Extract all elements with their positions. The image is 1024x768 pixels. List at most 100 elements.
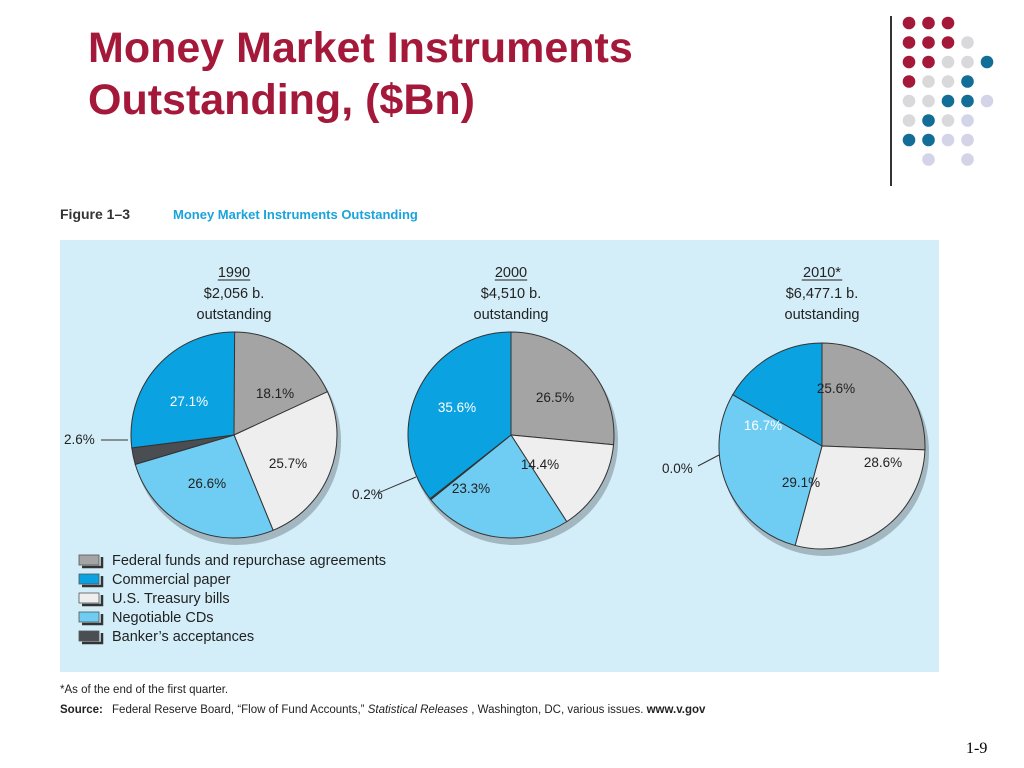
pie-slice (821, 342, 926, 451)
source-text-2: , Washington, DC, various issues. (471, 704, 646, 716)
decorative-dot-grid (902, 16, 994, 166)
slice-leader-line (377, 476, 417, 494)
legend-item: U.S. Treasury bills (78, 591, 230, 607)
legend-label: Federal funds and repurchase agreements (112, 553, 386, 569)
legend-swatch (78, 592, 100, 604)
legend-swatch (78, 573, 100, 585)
decor-dot (922, 114, 935, 127)
slice-label: 25.7% (269, 456, 307, 471)
pie-slice (718, 394, 823, 547)
slice-label: 26.6% (188, 476, 226, 491)
decor-dot (961, 36, 974, 49)
pie-header-year: 2010* (803, 265, 841, 281)
slice-label: 28.6% (864, 455, 902, 470)
pie-chart-2: 2000 $4,510 b. outstanding 26.5% 14.4% 23.3% 0… (352, 265, 618, 545)
chart-legend: Federal funds and repurchase agreements C… (78, 553, 386, 645)
legend-label: Banker’s acceptances (112, 629, 254, 645)
slice-leader-line (697, 454, 720, 467)
decor-dot (961, 75, 974, 88)
legend-item: Federal funds and repurchase agreements (78, 553, 386, 569)
figure-source: Source: Federal Reserve Board, “Flow of … (60, 704, 706, 716)
pie-chart-1: 1990 $2,056 b. outstanding 18.1% 25.7% 26.6% 2… (64, 265, 341, 545)
legend-swatch-shadow (82, 633, 104, 645)
figure-chart: Figure 1–3 Money Market Instruments Outs… (60, 206, 939, 716)
pie-header-total: $6,477.1 b. (786, 286, 859, 302)
pie-header-subtitle: outstanding (197, 307, 272, 323)
pie-header-year: 2000 (495, 265, 527, 281)
decor-dot (922, 94, 935, 108)
legend-item: Commercial paper (78, 572, 231, 588)
slide-title-line-1: Money Market Instruments (88, 24, 633, 72)
figure-label: Figure 1–3 (60, 206, 130, 222)
slide-title: Money Market Instruments Outstanding, ($… (88, 22, 848, 126)
decor-dot (902, 36, 916, 49)
decor-dot (961, 55, 974, 69)
legend-label: Commercial paper (112, 572, 231, 588)
decor-dot (922, 75, 935, 88)
slice-label: 16.7% (744, 418, 782, 433)
decor-dot (902, 94, 916, 108)
decor-dot (941, 94, 955, 108)
slide-number: 1-9 (966, 740, 988, 757)
decor-dot (922, 55, 935, 69)
decor-dot (902, 114, 916, 127)
source-text-1: Federal Reserve Board, “Flow of Fund Acc… (112, 704, 368, 716)
legend-swatch-shadow (82, 557, 104, 569)
pie-slice (510, 434, 615, 523)
legend-item: Negotiable CDs (78, 610, 214, 626)
legend-label: U.S. Treasury bills (112, 591, 230, 607)
pie-header-subtitle: outstanding (474, 307, 549, 323)
pie-slice (233, 391, 338, 531)
legend-swatch-shadow (82, 576, 104, 588)
source-url: www.v.gov (646, 704, 706, 716)
slice-label: 35.6% (438, 400, 476, 415)
decor-dot (961, 133, 974, 147)
title-divider (890, 16, 892, 186)
slice-label: 23.3% (452, 481, 490, 496)
slice-label: 27.1% (170, 394, 208, 409)
pie-slice (134, 434, 274, 539)
pie-header-year: 1990 (218, 265, 250, 281)
decor-dot (961, 114, 974, 127)
slice-label: 0.0% (662, 461, 693, 476)
legend-swatch (78, 630, 100, 642)
pie-slice (510, 331, 615, 446)
legend-swatch-shadow (82, 614, 104, 626)
legend-swatch (78, 554, 100, 566)
decor-dot (902, 55, 916, 69)
decor-dot (941, 55, 955, 69)
decor-dot (902, 133, 916, 147)
pie-slice (732, 342, 823, 447)
decor-dot (902, 16, 916, 30)
decor-dot (922, 133, 935, 147)
decor-dot (980, 55, 994, 69)
decor-dot (922, 16, 935, 30)
decor-dot (922, 153, 935, 166)
pie-slice (794, 445, 926, 550)
decor-dot (941, 114, 955, 127)
pie-header-total: $4,510 b. (481, 286, 541, 302)
legend-swatch (78, 611, 100, 623)
slice-label: 26.5% (536, 390, 574, 405)
legend-item: Banker’s acceptances (78, 629, 254, 645)
decor-dot (961, 94, 974, 108)
legend-label: Negotiable CDs (112, 610, 214, 626)
figure-caption: Money Market Instruments Outstanding (173, 207, 418, 222)
pie-slice (407, 331, 512, 500)
decor-dot (941, 16, 955, 30)
decor-dot (980, 94, 994, 108)
slice-label: 29.1% (782, 475, 820, 490)
decor-dot (941, 36, 955, 49)
pie-chart-3: 2010* $6,477.1 b. outstanding 25.6% 28.6% 29.… (662, 265, 929, 556)
decor-dot (902, 75, 916, 88)
pie-charts: 1990 $2,056 b. outstanding 18.1% 25.7% 26.6% 2… (64, 265, 929, 556)
pie-header-subtitle: outstanding (785, 307, 860, 323)
slice-label: 18.1% (256, 386, 294, 401)
pie-slice (430, 434, 568, 539)
pie-slice (130, 331, 236, 449)
pie-header-total: $2,056 b. (204, 286, 264, 302)
slice-label: 25.6% (817, 381, 855, 396)
slide-title-line-2: Outstanding, ($Bn) (88, 76, 475, 124)
source-italic: Statistical Releases (368, 704, 469, 716)
decor-dot (961, 153, 974, 166)
